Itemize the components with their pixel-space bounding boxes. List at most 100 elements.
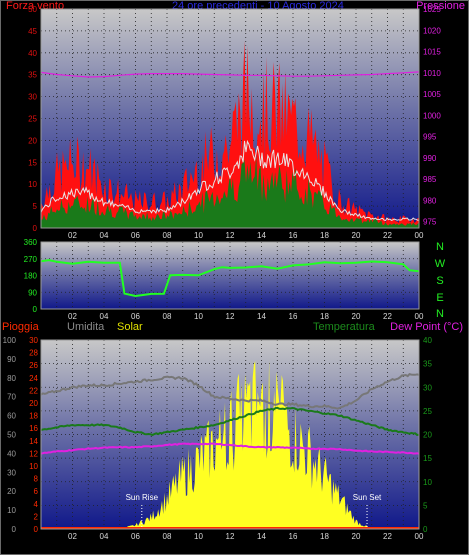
sun-marker-label: Sun Rise: [126, 493, 159, 502]
pressure-y-tick-label: 975: [423, 218, 437, 227]
wind-direction-line: [40, 259, 420, 298]
humidity-y-tick-label: 40: [7, 449, 16, 458]
compass-letter: E: [436, 292, 443, 304]
temperature-line: [40, 406, 420, 437]
humidity-axis-title: Umidita: [67, 321, 105, 333]
temperature-y-tick-label: 20: [423, 431, 432, 440]
climate-x-tick-label: 06: [131, 532, 140, 541]
temperature-y-tick-label: 10: [423, 478, 432, 487]
climate-x-tick-label: 22: [383, 532, 392, 541]
rain-y-tick-label: 16: [29, 424, 38, 433]
wind-plot-border: [40, 8, 420, 229]
rain-y-tick-label: 4: [34, 500, 39, 509]
climate-x-tick-label: 20: [352, 532, 361, 541]
wind-x-tick-label: 06: [131, 231, 140, 240]
temperature-y-tick-label: 40: [423, 336, 432, 345]
compass-letter: N: [436, 308, 444, 320]
wind-y-tick-label: 45: [28, 27, 37, 36]
wind-y-tick-label: 40: [28, 49, 37, 58]
direction-y-tick-label: 270: [24, 255, 38, 264]
rain-y-tick-label: 0: [34, 525, 39, 534]
pressure-y-tick-label: 1010: [423, 69, 441, 78]
humidity-y-tick-label: 30: [7, 468, 16, 477]
rain-y-tick-label: 20: [29, 399, 38, 408]
pressure-y-tick-label: 990: [423, 154, 437, 163]
direction-x-tick-label: 12: [226, 312, 235, 321]
compass-letter: S: [436, 275, 443, 287]
compass-letter: W: [435, 258, 446, 270]
compass-letter: N: [436, 241, 444, 253]
wind-speed-line: [40, 139, 420, 222]
temperature-axis-title: Temperatura: [313, 321, 375, 333]
wind-y-tick-label: 35: [28, 71, 37, 80]
direction-x-tick-label: 20: [352, 312, 361, 321]
wind-x-tick-label: 00: [415, 231, 424, 240]
pressure-y-tick-label: 1000: [423, 111, 441, 120]
direction-x-tick-label: 06: [131, 312, 140, 321]
pressure-y-tick-label: 1025: [423, 5, 441, 14]
humidity-line: [40, 372, 420, 410]
dewpoint-axis-title: Dew Point (°C): [390, 321, 463, 333]
humidity-y-tick-label: 20: [7, 487, 16, 496]
pressure-axis-title: Pressione: [416, 0, 465, 12]
wind-gust-area: [41, 41, 419, 228]
climate-x-tick-label: 02: [68, 532, 77, 541]
climate-x-tick-label: 18: [320, 532, 329, 541]
direction-y-tick-label: 90: [28, 288, 37, 297]
pressure-y-tick-label: 985: [423, 175, 437, 184]
pressure-y-tick-label: 1015: [423, 48, 441, 57]
pressure-y-tick-label: 995: [423, 133, 437, 142]
rain-y-tick-label: 26: [29, 361, 38, 370]
rain-y-tick-label: 12: [29, 449, 38, 458]
wind-y-tick-label: 0: [33, 224, 38, 233]
climate-x-tick-label: 04: [100, 532, 109, 541]
wind-y-tick-label: 50: [28, 5, 37, 14]
temperature-y-tick-label: 35: [423, 360, 432, 369]
wind-x-tick-label: 20: [352, 231, 361, 240]
rain-y-tick-label: 8: [34, 475, 39, 484]
pressure-y-tick-label: 1020: [423, 26, 441, 35]
sun-marker-label: Sun Set: [353, 493, 382, 502]
climate-x-tick-label: 00: [415, 532, 424, 541]
humidity-y-tick-label: 100: [3, 336, 17, 345]
direction-x-tick-label: 00: [415, 312, 424, 321]
direction-y-tick-label: 360: [24, 238, 38, 247]
direction-plot-border: [40, 241, 420, 310]
direction-x-tick-label: 04: [100, 312, 109, 321]
rain-y-tick-label: 2: [34, 512, 39, 521]
rain-y-tick-label: 18: [29, 412, 38, 421]
wind-x-tick-label: 22: [383, 231, 392, 240]
wind-y-tick-label: 5: [33, 202, 38, 211]
temperature-y-tick-label: 25: [423, 407, 432, 416]
climate-x-tick-label: 10: [194, 532, 203, 541]
direction-x-tick-label: 14: [257, 312, 266, 321]
climate-x-tick-label: 16: [289, 532, 298, 541]
rain-y-tick-label: 24: [29, 374, 38, 383]
pressure-line: [40, 71, 420, 78]
direction-x-tick-label: 18: [320, 312, 329, 321]
direction-x-tick-label: 10: [194, 312, 203, 321]
solar-axis-title: Solar: [117, 321, 143, 333]
rain-y-tick-label: 6: [34, 487, 39, 496]
wind-y-tick-label: 15: [28, 158, 37, 167]
wind-x-tick-label: 14: [257, 231, 266, 240]
humidity-y-tick-label: 90: [7, 355, 16, 364]
wind-y-tick-label: 10: [28, 180, 37, 189]
direction-y-tick-label: 0: [33, 305, 38, 314]
direction-x-tick-label: 16: [289, 312, 298, 321]
wind-y-tick-label: 25: [28, 115, 37, 124]
temperature-y-tick-label: 30: [423, 383, 432, 392]
rain-y-tick-label: 14: [29, 437, 38, 446]
temperature-y-tick-label: 5: [423, 501, 428, 510]
wind-x-tick-label: 16: [289, 231, 298, 240]
climate-x-tick-label: 14: [257, 532, 266, 541]
temperature-y-tick-label: 0: [423, 525, 428, 534]
rain-axis-title: Pioggia: [2, 321, 39, 333]
wind-average-area: [41, 156, 419, 228]
dewpoint-line: [40, 442, 420, 455]
wind-y-tick-label: 30: [28, 93, 37, 102]
rain-y-tick-label: 30: [29, 336, 38, 345]
pressure-y-tick-label: 1005: [423, 90, 441, 99]
wind-x-tick-label: 10: [194, 231, 203, 240]
wind-y-tick-label: 20: [28, 136, 37, 145]
